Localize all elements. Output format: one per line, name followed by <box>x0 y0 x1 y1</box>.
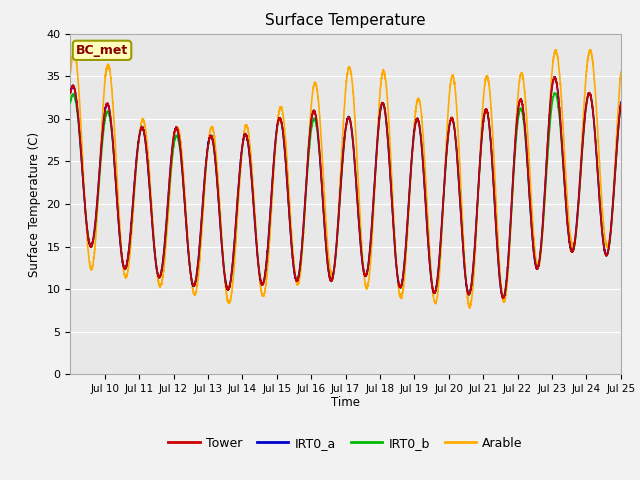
IRT0_a <box>67 90 74 96</box>
Arable <box>397 295 404 300</box>
IRT0_a <box>277 116 285 122</box>
Arable <box>586 47 594 52</box>
IRT0_b <box>477 145 485 151</box>
X-axis label: Time: Time <box>331 396 360 408</box>
Text: BC_met: BC_met <box>76 44 128 57</box>
Line: Tower: Tower <box>70 77 621 299</box>
IRT0_b <box>617 102 625 108</box>
IRT0_b <box>424 241 432 247</box>
Arable <box>477 130 485 135</box>
Tower <box>397 285 404 290</box>
Legend: Tower, IRT0_a, IRT0_b, Arable: Tower, IRT0_a, IRT0_b, Arable <box>163 432 528 455</box>
IRT0_a <box>550 74 558 80</box>
Tower <box>424 242 432 248</box>
Arable <box>424 225 432 230</box>
IRT0_b <box>397 285 404 290</box>
Tower <box>519 105 527 110</box>
Y-axis label: Surface Temperature (C): Surface Temperature (C) <box>28 132 41 276</box>
Tower <box>499 296 507 301</box>
Arable <box>67 69 74 75</box>
Tower <box>166 167 174 172</box>
Line: Arable: Arable <box>70 49 621 308</box>
Arable <box>519 75 527 81</box>
IRT0_a <box>166 165 174 171</box>
IRT0_a <box>397 284 404 290</box>
IRT0_b <box>277 118 285 123</box>
IRT0_a <box>617 99 625 105</box>
Tower <box>551 74 559 80</box>
IRT0_b <box>519 114 527 120</box>
Tower <box>277 116 285 121</box>
Arable <box>277 104 285 110</box>
IRT0_a <box>424 245 432 251</box>
Line: IRT0_b: IRT0_b <box>70 93 621 298</box>
Tower <box>617 101 625 107</box>
Arable <box>617 70 625 75</box>
IRT0_b <box>67 100 74 106</box>
IRT0_b <box>166 175 174 180</box>
IRT0_a <box>519 106 527 112</box>
IRT0_a <box>499 295 507 301</box>
IRT0_a <box>477 142 485 147</box>
Tower <box>477 144 485 150</box>
Tower <box>67 90 74 96</box>
Arable <box>166 180 174 185</box>
IRT0_b <box>499 295 507 301</box>
Line: IRT0_a: IRT0_a <box>70 77 621 298</box>
Arable <box>466 305 474 311</box>
Title: Surface Temperature: Surface Temperature <box>266 13 426 28</box>
IRT0_b <box>586 90 593 96</box>
